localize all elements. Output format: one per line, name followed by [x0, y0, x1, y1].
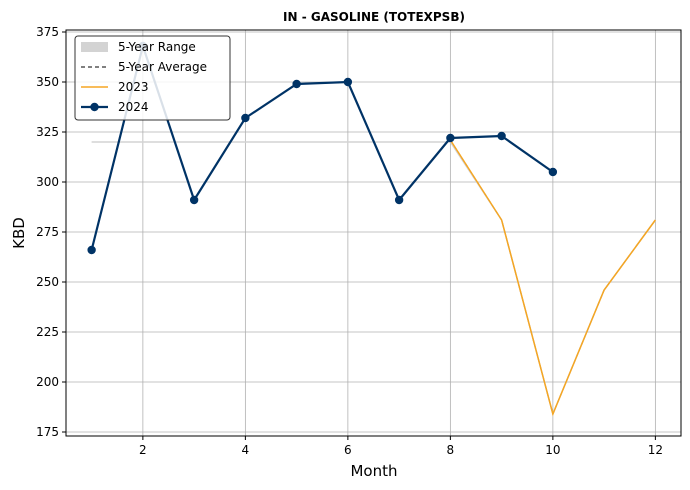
legend-marker-2024: [90, 102, 99, 112]
series-2024-line: [90, 42, 554, 251]
chart-title: IN - GASOLINE (TOTEXPSB): [283, 10, 465, 24]
y-tick-label: 325: [36, 125, 59, 139]
y-tick-label: 225: [36, 325, 59, 339]
legend-label-2023: 2023: [118, 80, 149, 94]
series-2023-line: [449, 139, 656, 417]
y-tick-label: 200: [36, 375, 59, 389]
series-2024-point: [497, 131, 506, 141]
y-tick-label: 175: [36, 425, 59, 439]
series-2024-point: [446, 133, 455, 143]
x-tick-label: 2: [139, 443, 147, 457]
y-tick-label: 250: [36, 275, 59, 289]
series-2024-point: [87, 245, 96, 255]
series-layer: [87, 41, 656, 417]
x-axis-label: Month: [350, 462, 397, 480]
series-5-year-range-band: [91, 141, 656, 417]
legend-label-5-year-range: 5-Year Range: [118, 40, 196, 54]
series-2024-point: [548, 167, 558, 177]
series-2024-point: [394, 195, 404, 205]
series-2024-point: [343, 77, 353, 87]
plot-frame: [65, 29, 682, 437]
x-tick-label: 6: [344, 443, 352, 457]
series-2024-point: [241, 113, 250, 123]
y-tick-label: 275: [36, 225, 59, 239]
x-tick-label: 12: [648, 443, 663, 457]
y-tick-label: 300: [36, 175, 59, 189]
x-tick-label: 8: [447, 443, 455, 457]
tick-layer: 2 4 6 8 10 12 175 200 225 250 275 300 325 350 375: [36, 25, 663, 457]
y-tick-label: 350: [36, 75, 59, 89]
grid: [66, 30, 681, 436]
legend-label-5-year-average: 5-Year Average: [118, 60, 207, 74]
legend-label-2024: 2024: [118, 100, 149, 114]
y-axis-label: KBD: [10, 217, 28, 249]
x-tick-label: 4: [242, 443, 250, 457]
legend-box: [74, 35, 231, 121]
series-2024-point: [189, 195, 199, 205]
legend-swatch-5-year-range: [81, 42, 108, 52]
y-tick-label: 375: [36, 25, 59, 39]
legend: 5-Year Range 5-Year Average 2023 2024: [74, 35, 231, 121]
series-2024-point: [292, 79, 301, 89]
x-tick-label: 10: [545, 443, 560, 457]
